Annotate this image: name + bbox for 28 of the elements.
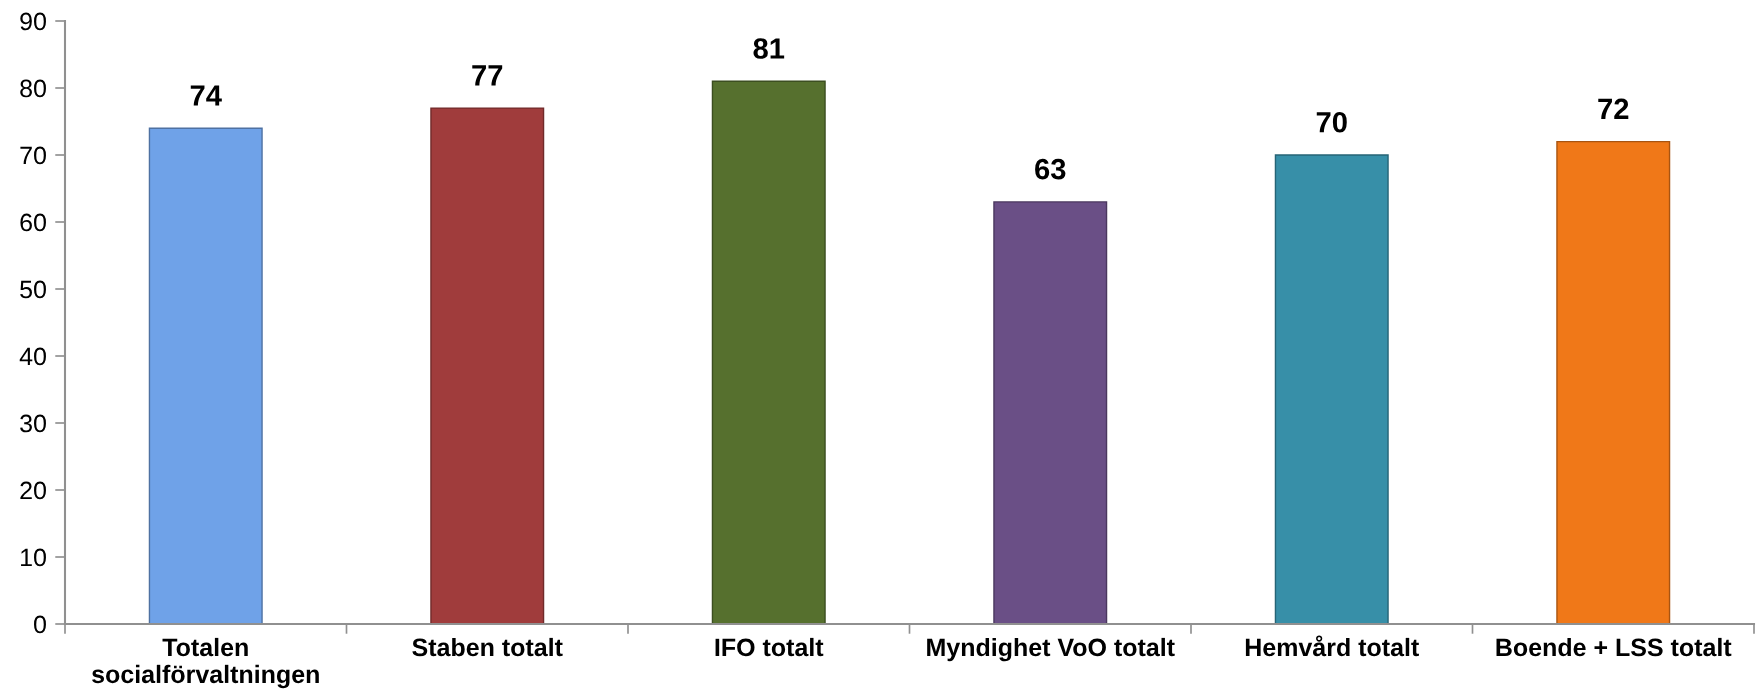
x-tick-label: IFO totalt: [715, 637, 824, 657]
data-label: 63: [1035, 158, 1066, 180]
data-label: 70: [1316, 111, 1347, 133]
x-tick-label: Boende + LSS totalt: [1496, 637, 1732, 657]
bar: [1556, 140, 1671, 624]
y-tick-label: 40: [19, 347, 46, 366]
y-tick-label: 30: [20, 414, 46, 433]
data-label: 72: [1598, 98, 1629, 119]
y-tick-label: 80: [20, 79, 46, 98]
y-tick-label: 0: [34, 615, 46, 634]
x-tick-label: Myndighet VoO totalt: [927, 637, 1175, 662]
y-tick-label: 70: [20, 146, 46, 165]
data-label: 81: [753, 38, 785, 59]
bar: [711, 80, 826, 624]
bar: [1274, 154, 1389, 624]
y-tick-label: 20: [20, 481, 46, 500]
x-tick-label: Hemvård totalt: [1245, 635, 1419, 657]
x-tick-label: Totalen socialförvaltningen: [92, 637, 319, 689]
y-tick-label: 90: [20, 12, 46, 31]
x-tick-label: Staben totalt: [412, 637, 563, 657]
y-tick-label: 10: [21, 548, 46, 567]
bar: [430, 107, 545, 624]
bar: [148, 127, 263, 624]
data-label: 74: [190, 85, 222, 106]
bar: [993, 201, 1108, 624]
y-tick-label: 50: [20, 280, 46, 299]
data-label: 77: [472, 65, 503, 86]
y-tick-label: 60: [20, 213, 46, 232]
